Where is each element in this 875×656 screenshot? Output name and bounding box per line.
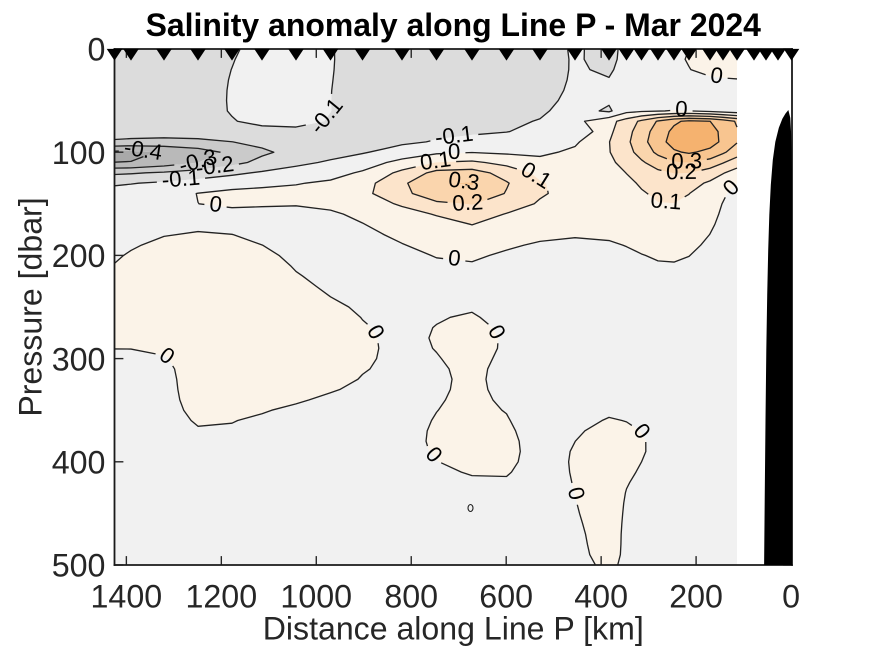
svg-text:400: 400 [52, 444, 106, 480]
svg-text:800: 800 [384, 578, 438, 614]
svg-text:0.3: 0.3 [447, 166, 481, 195]
svg-text:0.2: 0.2 [452, 189, 484, 216]
svg-text:-0.4: -0.4 [122, 134, 164, 165]
svg-text:1400: 1400 [91, 578, 163, 614]
svg-text:Pressure [dbar]: Pressure [dbar] [13, 197, 49, 416]
svg-text:0: 0 [675, 96, 689, 122]
svg-text:0: 0 [447, 245, 462, 271]
svg-text:-0.2: -0.2 [194, 151, 235, 181]
svg-text:300: 300 [52, 341, 106, 377]
svg-text:0.2: 0.2 [666, 159, 697, 184]
svg-text:0: 0 [208, 191, 223, 217]
svg-text:600: 600 [479, 578, 533, 614]
svg-text:-0.1: -0.1 [433, 121, 474, 151]
svg-text:1200: 1200 [185, 578, 257, 614]
svg-text:200: 200 [669, 578, 723, 614]
svg-text:0: 0 [709, 62, 724, 88]
svg-text:200: 200 [52, 238, 106, 274]
svg-text:1000: 1000 [280, 578, 352, 614]
svg-text:0: 0 [448, 139, 461, 164]
svg-text:500: 500 [52, 548, 106, 584]
svg-text:Distance along Line P [km]: Distance along Line P [km] [263, 610, 644, 646]
svg-text:0: 0 [563, 484, 590, 502]
svg-text:0: 0 [782, 578, 800, 614]
svg-text:0.1: 0.1 [419, 146, 453, 175]
svg-text:0.1: 0.1 [650, 187, 683, 214]
svg-text:400: 400 [574, 578, 628, 614]
svg-text:0: 0 [88, 32, 106, 68]
svg-text:100: 100 [52, 135, 106, 171]
svg-text:-0.1: -0.1 [161, 165, 201, 193]
svg-text:Salinity anomaly along Line P: Salinity anomaly along Line P - Mar 2024 [146, 7, 762, 43]
svg-text:0.3: 0.3 [671, 148, 702, 173]
